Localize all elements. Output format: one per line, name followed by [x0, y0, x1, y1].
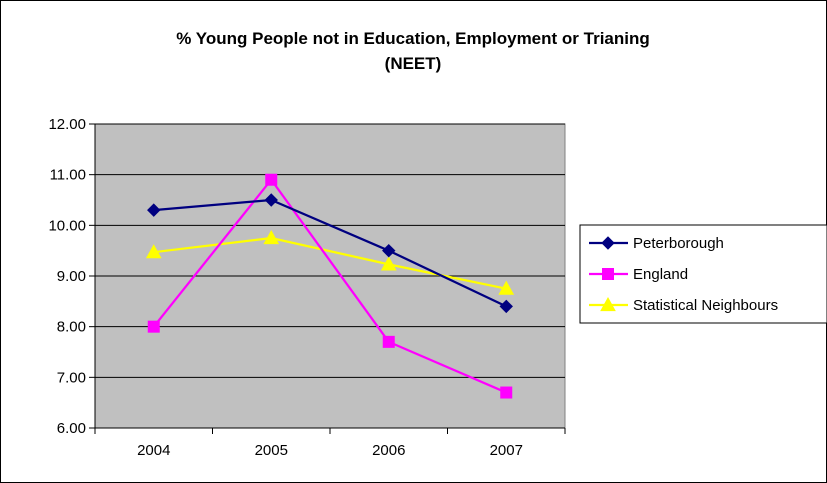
legend-item-england: England: [589, 266, 688, 283]
x-tick-label: 2007: [490, 442, 523, 459]
legend-swatch-marker: [601, 236, 615, 250]
data-point-statistical-neighbours: [380, 256, 397, 271]
legend-label: England: [633, 266, 688, 283]
y-tick-label: 8.00: [57, 319, 86, 336]
data-point-statistical-neighbours: [145, 244, 162, 259]
y-tick-label: 7.00: [57, 369, 86, 386]
data-point-england: [147, 320, 160, 333]
legend-item-statistical-neighbours: Statistical Neighbours: [589, 296, 778, 314]
data-point-england: [265, 173, 278, 186]
y-tick-label: 6.00: [57, 420, 86, 437]
series-peterborough: [147, 193, 513, 314]
data-point-peterborough: [499, 299, 513, 314]
x-tick-label: 2006: [372, 442, 405, 459]
legend-item-peterborough: Peterborough: [589, 235, 724, 252]
series-line-england: [152, 177, 507, 394]
data-point-statistical-neighbours: [498, 280, 515, 295]
legend: Peterborough England Statistical Neighbour…: [579, 224, 827, 324]
axes: [89, 123, 566, 434]
y-axis-tick-labels: 6.00 7.00 8.00 9.00 10.00 11.00 12.00: [48, 116, 86, 437]
chart-title-line-1: % Young People not in Education, Employm…: [176, 29, 650, 48]
series-line-peterborough: [153, 198, 507, 308]
series-statistical-neighbours: [145, 229, 515, 295]
series-england: [147, 173, 513, 399]
y-tick-label: 10.00: [48, 217, 86, 234]
data-point-england: [500, 386, 513, 399]
data-point-statistical-neighbours: [263, 229, 280, 245]
legend-label: Statistical Neighbours: [633, 297, 778, 314]
data-point-peterborough: [147, 203, 161, 217]
data-point-peterborough: [264, 193, 278, 207]
legend-swatch-marker: [600, 296, 616, 312]
data-point-peterborough: [382, 243, 396, 258]
x-tick-label: 2004: [137, 442, 170, 459]
x-tick-label: 2005: [255, 442, 288, 459]
y-tick-label: 9.00: [57, 268, 86, 285]
y-tick-label: 12.00: [48, 116, 86, 133]
legend-swatch-marker: [602, 268, 614, 280]
chart-title-line-2: (NEET): [385, 54, 442, 73]
legend-label: Peterborough: [633, 235, 724, 252]
series-layer: [145, 173, 515, 399]
series-line-statistical-neighbours: [153, 236, 507, 290]
data-point-england: [382, 335, 395, 348]
y-tick-label: 11.00: [50, 167, 86, 184]
gridlines: [95, 123, 565, 378]
x-axis-tick-labels: 2004 2005 2006 2007: [137, 442, 523, 459]
